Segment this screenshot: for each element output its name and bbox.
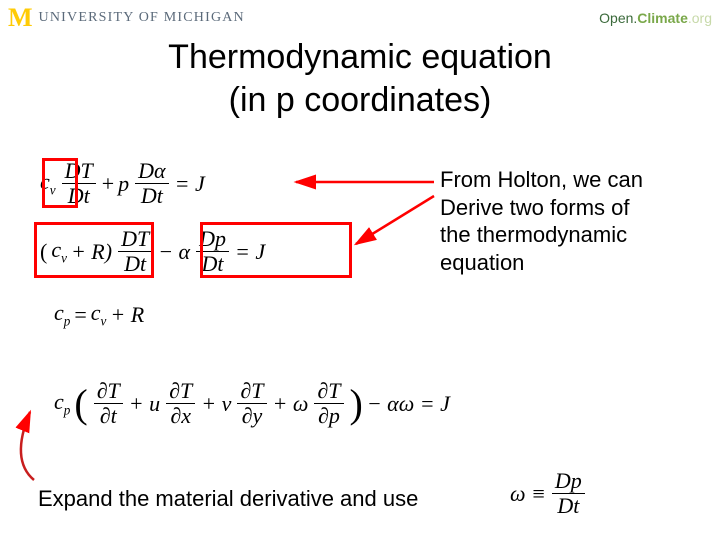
- block-m-icon: M: [8, 3, 33, 33]
- equation-4: cp ( ∂T∂t + u ∂T∂x + v ∂T∂y + ω ∂T∂p ) −…: [54, 380, 450, 427]
- title-line-2: (in p coordinates): [0, 79, 720, 122]
- redbox-alpha-dp: [200, 222, 352, 278]
- redbox-cvR: [34, 222, 154, 278]
- openclimate-open: Open.: [599, 10, 637, 26]
- umich-logo: M UNIVERSITY OF MICHIGAN: [8, 3, 245, 33]
- equation-3: cp = cv + R: [54, 300, 144, 329]
- slide-title: Thermodynamic equation (in p coordinates…: [0, 36, 720, 121]
- equation-5-omega: ω ≡ DpDt: [510, 470, 587, 517]
- bottom-annotation: Expand the material derivative and use: [38, 486, 418, 512]
- redbox-cv: [42, 158, 78, 208]
- openclimate-climate: Climate: [637, 10, 688, 26]
- header-bar: M UNIVERSITY OF MICHIGAN Open.Climate.or…: [0, 0, 720, 36]
- frac-da-dt: Dα Dt: [135, 160, 168, 207]
- annotation-holton: From Holton, we can Derive two forms of …: [440, 166, 718, 276]
- openclimate-logo: Open.Climate.org: [599, 10, 712, 26]
- title-line-1: Thermodynamic equation: [0, 36, 720, 79]
- univ-name: UNIVERSITY OF MICHIGAN: [39, 10, 245, 26]
- arrow-to-eq2: [356, 196, 434, 244]
- openclimate-org: .org: [688, 10, 712, 26]
- curved-arrow-icon: [21, 412, 34, 480]
